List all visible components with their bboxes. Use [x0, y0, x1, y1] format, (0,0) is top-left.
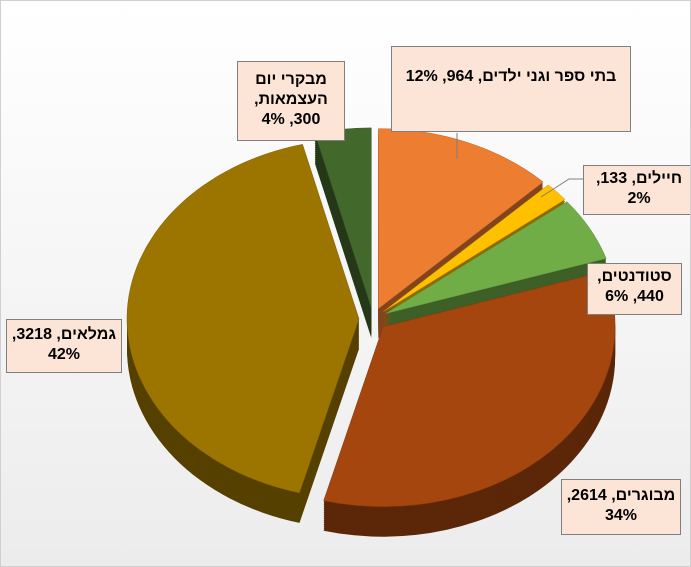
slices — [126, 127, 616, 537]
data-label: מבקרי יום העצמאות, 300, 4% — [237, 61, 345, 141]
slice — [323, 271, 616, 507]
slice — [385, 201, 607, 314]
data-label: מבוגרים, 2614, 34% — [561, 479, 681, 535]
data-label: סטודנטים, 440, 6% — [587, 263, 682, 315]
slice — [126, 144, 360, 494]
slice — [383, 184, 566, 312]
data-label: בתי ספר וגני ילדים, 964, 12% — [391, 46, 631, 132]
leader-line — [540, 178, 583, 198]
data-label: גמלאים, 3218, 42% — [6, 319, 122, 373]
data-label: חיילים, 133, 2% — [583, 165, 690, 215]
